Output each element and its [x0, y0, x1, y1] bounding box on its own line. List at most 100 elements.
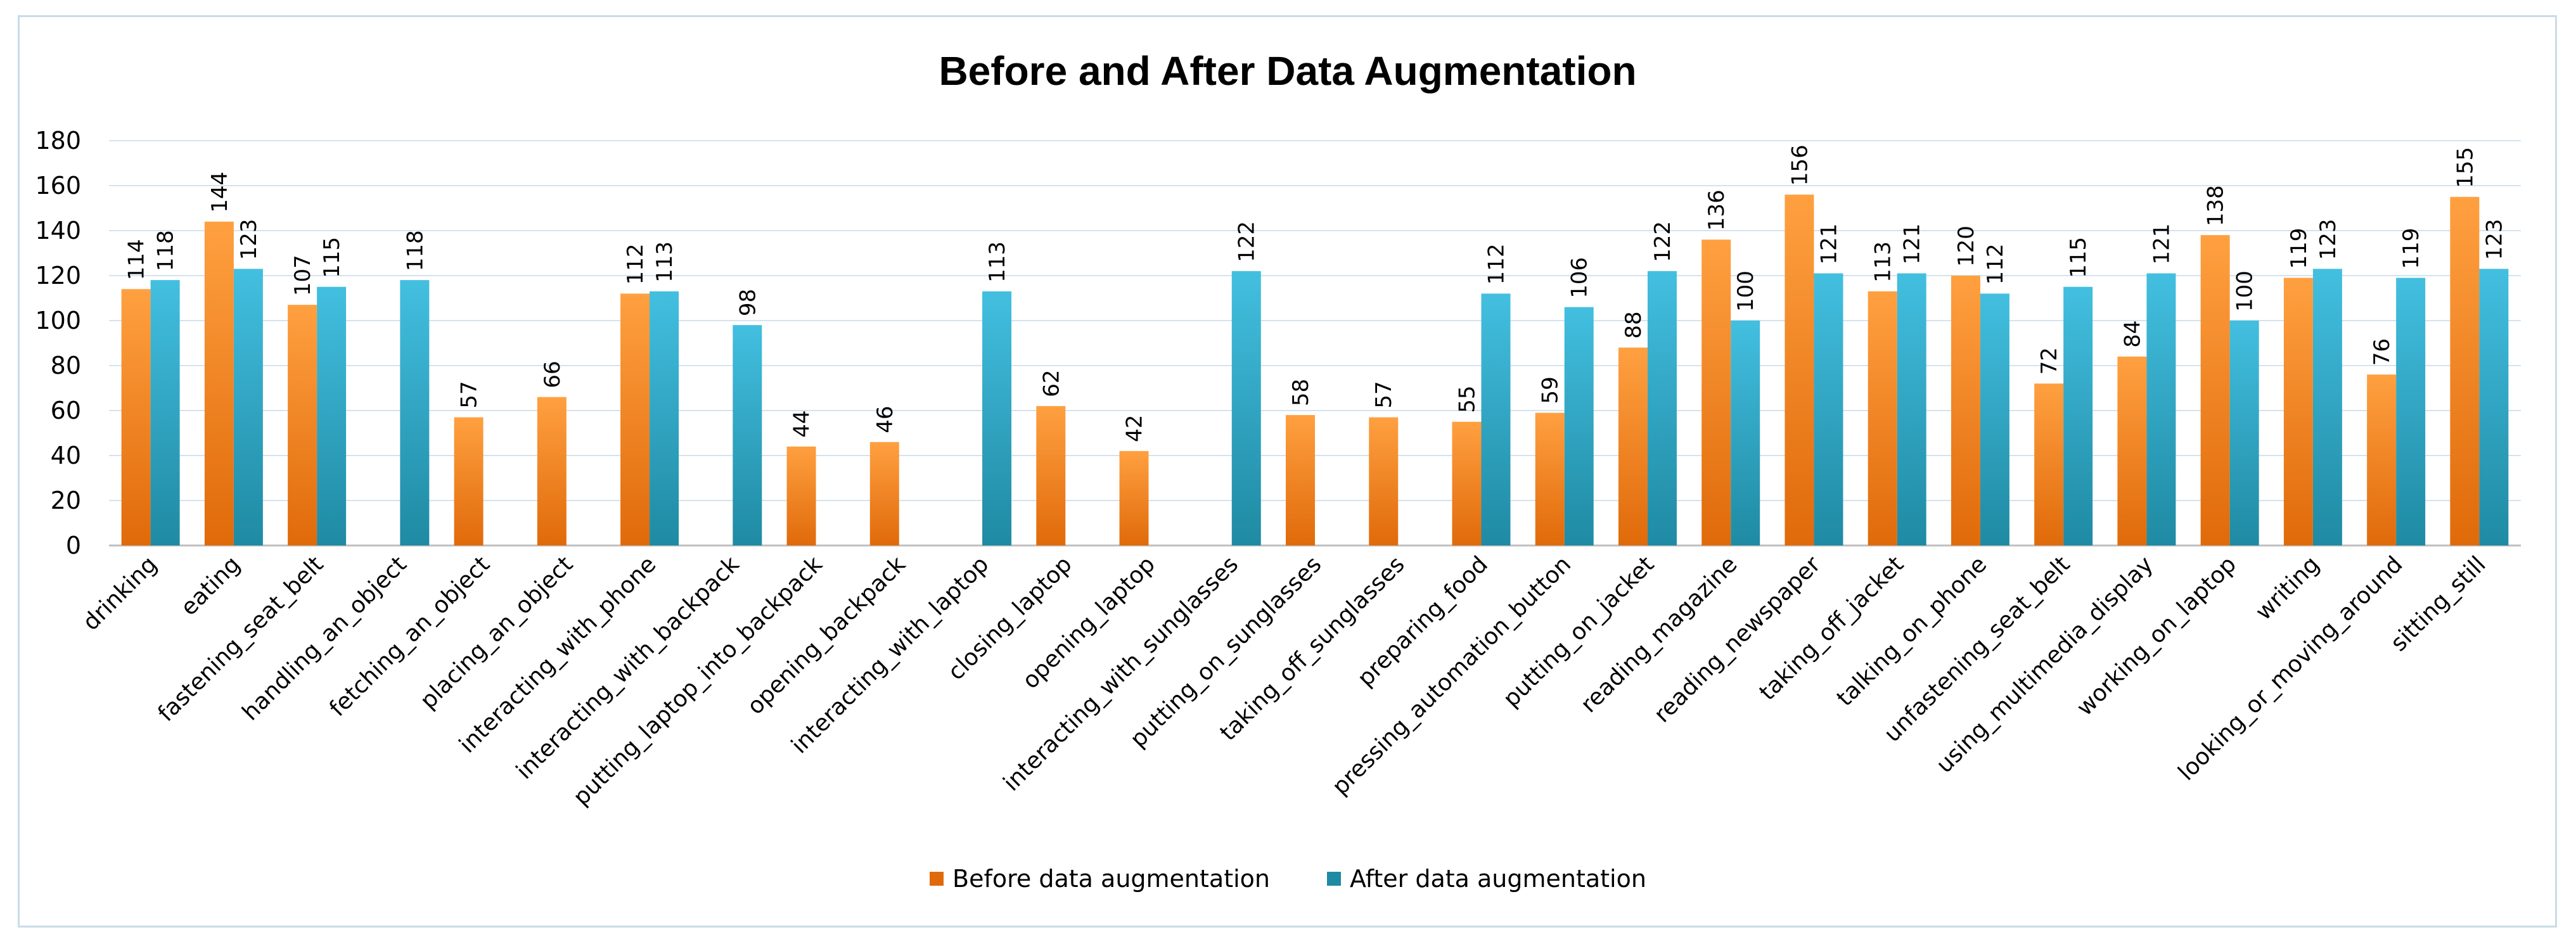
data-label: 113 — [1871, 241, 1896, 283]
data-label: 118 — [402, 230, 428, 271]
x-tick-label: eating — [176, 551, 246, 621]
bar-before — [1785, 195, 1814, 545]
x-tick-label: working_on_laptop — [2072, 551, 2241, 721]
data-label: 114 — [124, 239, 150, 280]
bar-after — [982, 291, 1012, 545]
bar-after — [2063, 286, 2093, 545]
bar-before — [1701, 239, 1731, 545]
y-tick-label: 0 — [66, 532, 81, 559]
y-tick-label: 80 — [51, 352, 81, 380]
bar-before — [2283, 277, 2313, 545]
bar-after — [1980, 293, 2009, 545]
data-label: 46 — [873, 405, 898, 433]
bar-before — [1286, 415, 1315, 545]
data-label: 138 — [2203, 185, 2229, 226]
x-tick-label: writing — [2251, 551, 2325, 625]
data-label: 123 — [236, 219, 262, 260]
bar-after — [400, 280, 430, 545]
bar-after — [1897, 273, 1926, 545]
data-label: 123 — [2482, 219, 2507, 260]
x-tick-label: opening_backpack — [743, 551, 911, 720]
data-label: 115 — [319, 237, 345, 278]
data-label: 123 — [2316, 219, 2341, 260]
data-label: 121 — [1900, 224, 1925, 265]
data-label: 113 — [985, 241, 1010, 283]
y-tick-label: 180 — [35, 127, 81, 155]
y-tick-label: 120 — [35, 262, 81, 290]
data-label: 156 — [1787, 144, 1812, 186]
x-tick-label: taking_off_jacket — [1755, 551, 1909, 705]
bar-before — [1618, 347, 1648, 545]
x-tick-label: reading_magazine — [1576, 551, 1743, 718]
y-tick-label: 160 — [35, 172, 81, 200]
y-tick-label: 20 — [51, 487, 81, 514]
bar-before — [2450, 196, 2480, 545]
chart-title: Before and After Data Augmentation — [939, 48, 1636, 94]
bar-before — [2367, 374, 2397, 545]
data-label: 120 — [1954, 226, 1979, 267]
legend-label-after: After data augmentation — [1350, 865, 1646, 893]
bar-after — [1814, 273, 1843, 545]
data-label: 58 — [1288, 379, 1314, 406]
data-label: 115 — [2066, 237, 2091, 278]
data-label: 113 — [652, 241, 677, 283]
bar-after — [317, 286, 347, 545]
data-label: 121 — [2149, 224, 2174, 265]
data-label: 106 — [1567, 257, 1592, 298]
data-label: 55 — [1454, 385, 1480, 412]
data-label: 100 — [2233, 271, 2258, 312]
bar-after — [1731, 321, 1760, 545]
data-label: 144 — [207, 172, 233, 213]
data-label: 62 — [1039, 370, 1064, 397]
bar-before — [537, 397, 567, 545]
data-label: 57 — [457, 381, 482, 408]
y-tick-label: 100 — [35, 307, 81, 335]
bar-after — [2479, 269, 2509, 545]
legend-item-after: After data augmentation — [1327, 865, 1646, 893]
bar-before — [1119, 450, 1149, 545]
data-label: 121 — [1816, 224, 1842, 265]
bar-before — [1868, 291, 1897, 545]
data-label: 118 — [153, 230, 179, 271]
data-label: 112 — [623, 243, 648, 284]
bar-before — [620, 293, 650, 545]
bar-before — [2034, 383, 2064, 545]
bar-after — [1481, 293, 1511, 545]
bar-after — [650, 291, 679, 545]
bar-before — [2200, 235, 2230, 545]
x-tick-label: talking_on_phone — [1832, 551, 1992, 711]
bar-after — [1231, 271, 1261, 545]
chart-legend: Before data augmentation After data augm… — [0, 865, 2576, 893]
bar-before — [288, 305, 317, 545]
x-tick-label: fetching_an_object — [324, 551, 495, 722]
x-tick-label: handling_an_object — [238, 551, 412, 725]
y-tick-label: 60 — [51, 397, 81, 424]
data-label: 59 — [1538, 376, 1563, 404]
data-label: 42 — [1122, 415, 1148, 442]
bar-before — [1369, 417, 1399, 545]
data-label: 119 — [2286, 228, 2312, 269]
y-tick-label: 40 — [51, 442, 81, 469]
bar-after — [2312, 269, 2342, 545]
x-tick-label: fastening_seat_belt — [153, 551, 329, 727]
bar-before — [869, 442, 899, 545]
legend-swatch-after — [1327, 872, 1341, 886]
data-label: 100 — [1733, 271, 1759, 312]
legend-swatch-before — [930, 872, 944, 886]
data-label: 136 — [1704, 189, 1729, 231]
bar-before — [121, 289, 151, 545]
data-label: 112 — [1483, 243, 1509, 284]
legend-label-before: Before data augmentation — [952, 865, 1270, 893]
bar-after — [150, 280, 180, 545]
bar-before — [454, 417, 484, 545]
data-label: 112 — [1983, 243, 2008, 284]
data-label: 155 — [2452, 147, 2478, 188]
data-label: 88 — [1621, 311, 1646, 338]
data-label: 72 — [2037, 347, 2062, 374]
bar-before — [204, 221, 234, 545]
x-tick-label: placing_an_object — [415, 551, 578, 714]
data-label: 84 — [2120, 321, 2145, 348]
x-tick-label: reading_newspaper — [1649, 551, 1825, 727]
data-label: 107 — [290, 255, 316, 296]
